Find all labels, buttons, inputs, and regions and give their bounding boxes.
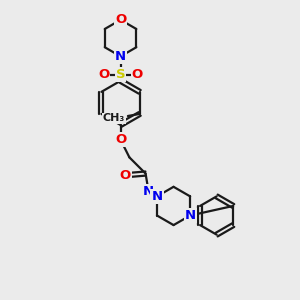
Text: CH₃: CH₃ [103,113,125,123]
Text: N: N [184,209,196,222]
Text: N: N [152,190,163,203]
Text: O: O [98,68,110,81]
Text: O: O [132,68,143,81]
Text: N: N [115,50,126,63]
Text: O: O [115,14,126,26]
Text: O: O [115,133,126,146]
Text: O: O [119,169,130,182]
Text: S: S [116,68,125,81]
Text: N: N [143,185,154,198]
